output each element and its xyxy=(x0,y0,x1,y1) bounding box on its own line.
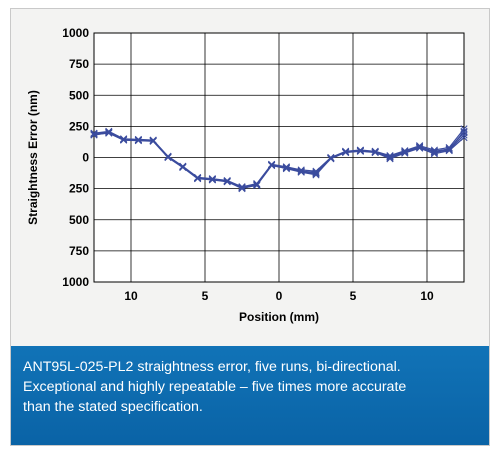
data-point-marker xyxy=(312,169,320,177)
x-tick-label: 5 xyxy=(350,289,357,303)
data-point-marker xyxy=(312,171,320,179)
data-point-marker xyxy=(90,130,98,138)
data-point-marker xyxy=(208,175,216,183)
data-point-marker xyxy=(416,144,424,152)
data-point-marker xyxy=(179,163,187,171)
caption-banner: ANT95L-025-PL2 straightness error, five … xyxy=(11,346,489,445)
figure-card: 1000 750 500 250 0 250 500 750 1000 10 5 0 5 10 Positi… xyxy=(10,8,490,446)
data-point-marker xyxy=(430,148,438,156)
data-point-marker xyxy=(401,147,409,155)
data-point-marker xyxy=(445,143,453,152)
data-point-marker xyxy=(460,133,468,142)
data-point-marker xyxy=(282,163,290,171)
y-tick-label: 750 xyxy=(69,57,89,71)
data-point-marker xyxy=(386,155,394,163)
plot-frame xyxy=(93,32,465,283)
y-tick-label: 500 xyxy=(69,88,89,102)
data-point-marker xyxy=(386,152,394,160)
y-tick-label: 250 xyxy=(69,182,89,196)
data-point-marker xyxy=(238,183,246,191)
data-point-marker xyxy=(297,167,305,175)
y-tick-label: 1000 xyxy=(62,275,89,289)
data-point-marker xyxy=(416,142,424,151)
data-point-marker xyxy=(445,145,453,153)
y-tick-label: 0 xyxy=(82,151,89,165)
data-point-marker xyxy=(120,135,128,144)
data-point-marker xyxy=(297,168,305,176)
y-tick-label: 250 xyxy=(69,119,89,133)
caption-line-3: than the stated specification. xyxy=(23,399,203,415)
data-point-marker xyxy=(194,174,202,182)
caption-line-1: ANT95L-025-PL2 straightness error, five … xyxy=(23,359,401,375)
data-point-marker xyxy=(460,125,468,133)
x-tick-label: 10 xyxy=(124,289,138,303)
data-point-marker xyxy=(401,149,409,157)
data-point-marker xyxy=(445,147,453,155)
data-point-marker xyxy=(90,129,98,137)
data-point-marker xyxy=(253,181,261,189)
x-tick-label: 0 xyxy=(276,289,283,303)
data-point-marker xyxy=(105,128,113,136)
data-point-marker xyxy=(460,127,468,135)
data-point-marker xyxy=(430,150,438,158)
data-point-marker xyxy=(105,129,113,137)
x-tick-label: 10 xyxy=(420,289,434,303)
data-point-marker xyxy=(342,148,350,156)
straightness-chart: 1000 750 500 250 0 250 500 750 1000 10 5 0 5 10 Positi… xyxy=(26,26,468,324)
y-tick-label: 1000 xyxy=(62,26,89,40)
caption-line-2: Exceptional and highly repeatable – five… xyxy=(23,379,407,395)
data-point-marker xyxy=(223,177,231,185)
data-point-marker xyxy=(416,142,424,150)
data-point-marker xyxy=(282,165,290,173)
y-tick-label: 500 xyxy=(69,213,89,227)
chart-area: 1000 750 500 250 0 250 500 750 1000 10 5 0 5 10 Positi… xyxy=(11,9,489,346)
data-point-marker xyxy=(282,164,290,172)
x-axis-label: Position (mm) xyxy=(239,310,319,324)
data-point-marker xyxy=(268,161,276,169)
data-point-marker xyxy=(371,148,379,156)
data-point-marker xyxy=(386,152,394,161)
data-point-marker xyxy=(401,147,409,156)
data-point-marker xyxy=(356,146,364,155)
y-tick-label: 750 xyxy=(69,244,89,258)
x-tick-label: 5 xyxy=(202,289,209,303)
y-axis-label: Straightness Error (nm) xyxy=(26,90,40,225)
data-point-marker xyxy=(149,136,157,145)
data-point-marker xyxy=(105,127,113,135)
data-point-marker xyxy=(238,185,246,193)
data-point-marker xyxy=(164,153,172,161)
data-point-marker xyxy=(253,180,261,188)
data-point-marker xyxy=(327,154,335,162)
data-point-marker xyxy=(134,136,142,144)
data-point-marker xyxy=(297,166,305,174)
